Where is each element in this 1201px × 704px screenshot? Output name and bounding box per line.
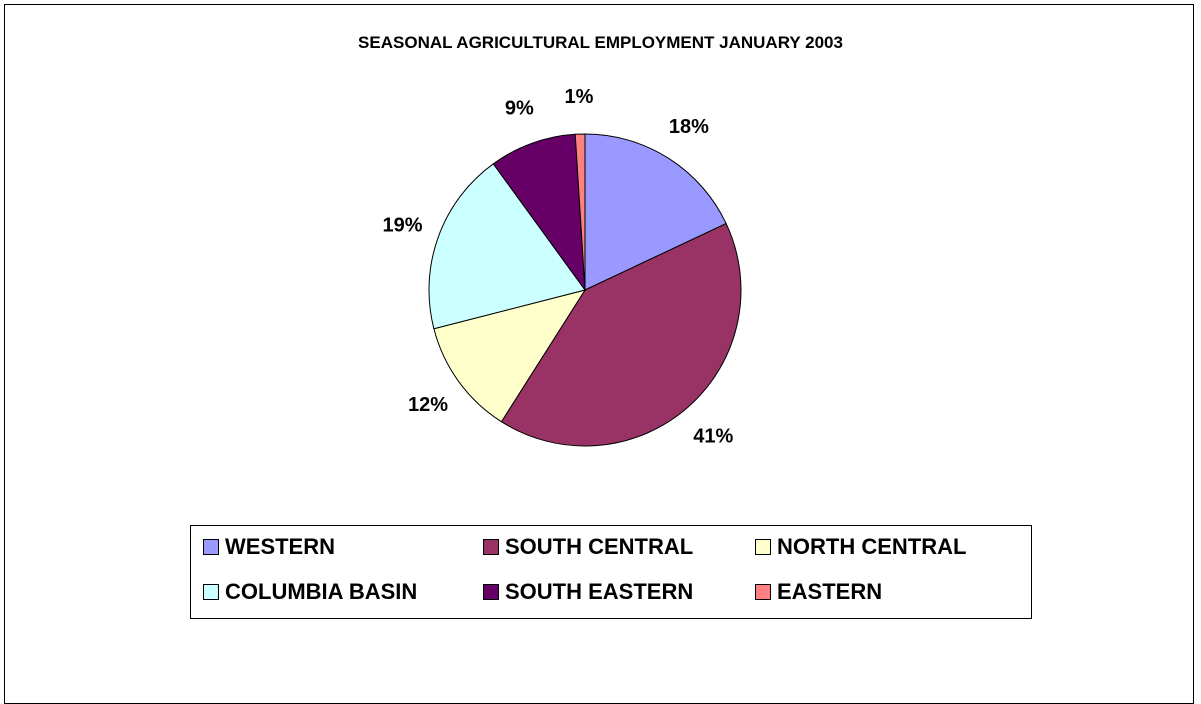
legend-swatch-columbia-basin [203, 584, 219, 600]
legend-item-eastern: EASTERN [755, 579, 882, 605]
data-label-columbia-basin: 19% [382, 214, 422, 236]
legend-label-columbia-basin: COLUMBIA BASIN [225, 579, 418, 604]
legend-item-columbia-basin: COLUMBIA BASIN [203, 579, 417, 605]
legend-swatch-eastern [755, 584, 771, 600]
pie-slice-eastern [574, 133, 586, 291]
chart-title: SEASONAL AGRICULTURAL EMPLOYMENT JANUARY… [358, 33, 843, 52]
legend-label-western: WESTERN [225, 534, 335, 559]
data-label-south-central: 41% [693, 426, 733, 448]
legend: WESTERN SOUTH CENTRAL NORTH CENTRAL COLU… [190, 525, 1032, 619]
pie-slice-south-eastern [492, 133, 586, 292]
data-label-south-eastern: 9% [505, 97, 534, 119]
legend-item-south-eastern: SOUTH EASTERN [483, 579, 693, 605]
data-label-north-central: 12% [408, 394, 448, 416]
legend-label-eastern: EASTERN [777, 579, 883, 604]
legend-label-south-eastern: SOUTH EASTERN [505, 579, 694, 604]
data-label-eastern: 1% [564, 86, 593, 108]
legend-label-south-central: SOUTH CENTRAL [505, 534, 694, 559]
legend-swatch-north-central [755, 539, 771, 555]
pie-slice-south-central [500, 222, 742, 447]
legend-swatch-south-central [483, 539, 499, 555]
legend-item-western: WESTERN [203, 534, 335, 560]
pie-slice-columbia-basin [428, 163, 586, 330]
legend-item-south-central: SOUTH CENTRAL [483, 534, 693, 560]
legend-swatch-western [203, 539, 219, 555]
legend-item-north-central: NORTH CENTRAL [755, 534, 966, 560]
legend-label-north-central: NORTH CENTRAL [777, 534, 967, 559]
data-label-western: 18% [669, 116, 709, 138]
pie-slice-north-central [433, 289, 587, 423]
legend-swatch-south-eastern [483, 584, 499, 600]
pie-slice-western [584, 133, 727, 291]
